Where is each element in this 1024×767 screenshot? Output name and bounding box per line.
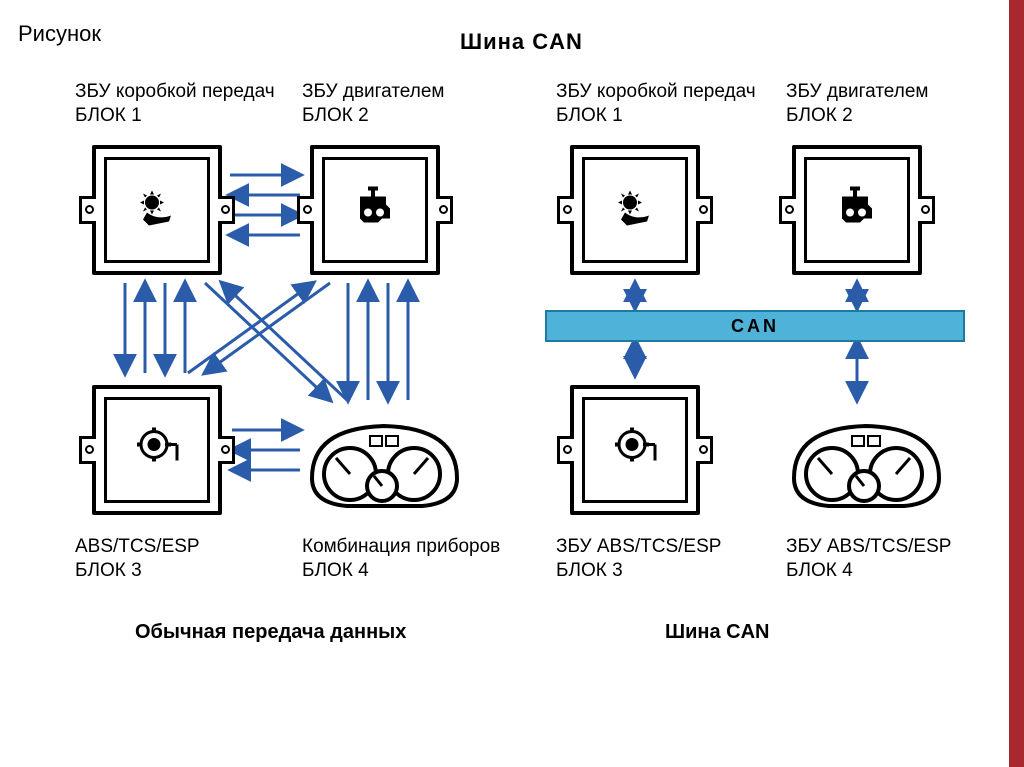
- right-ecu-abs: [570, 385, 700, 515]
- dashboard-cluster-icon: [784, 408, 949, 518]
- can-bus-label: CAN: [545, 310, 965, 342]
- can-bus-bar: CAN: [545, 310, 965, 338]
- right-ecu-engine-icon: [832, 183, 882, 238]
- right-ecu-gearbox: [570, 145, 700, 275]
- left-ecu-abs-icon: [132, 423, 182, 478]
- right-ecu-gearbox-icon: [610, 183, 660, 238]
- dashboard-cluster-icon: [302, 408, 467, 518]
- diagram-root: Рисунок Шина CAN ЗБУ коробкой передач БЛ…: [0, 0, 1024, 767]
- left-ecu-engine-icon: [350, 183, 400, 238]
- right-ecu-engine: [792, 145, 922, 275]
- right-ecu-abs-icon: [610, 423, 660, 478]
- left-ecu-gearbox-icon: [132, 183, 182, 238]
- slide-red-accent: [1009, 0, 1024, 767]
- left-ecu-abs: [92, 385, 222, 515]
- arrow-layer: [0, 0, 1024, 767]
- left-ecu-gearbox: [92, 145, 222, 275]
- left-ecu-engine: [310, 145, 440, 275]
